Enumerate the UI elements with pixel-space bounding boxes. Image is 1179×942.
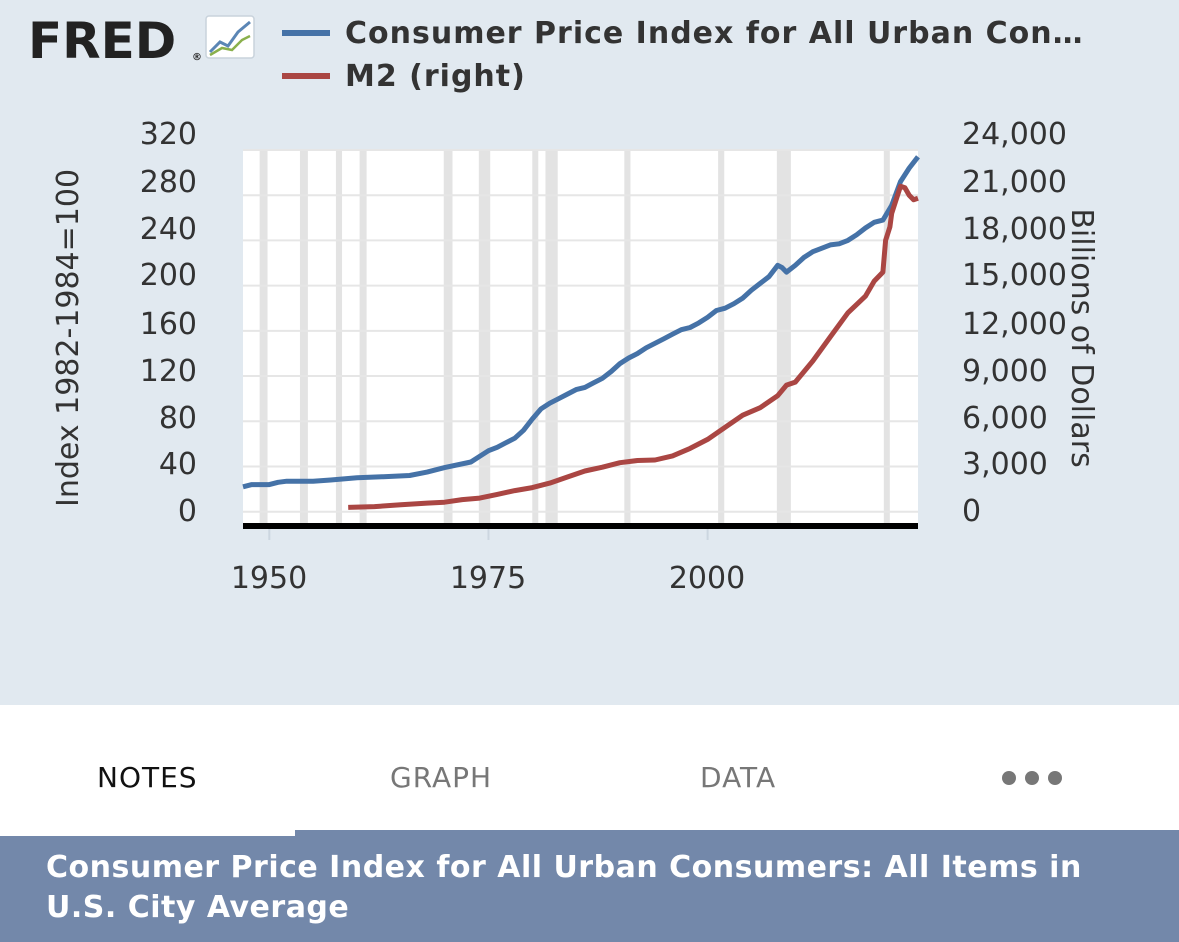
y-right-tick: 9,000 [962, 354, 1048, 389]
fred-logo[interactable]: FRED ® [28, 12, 255, 70]
recession-shading [259, 150, 890, 523]
recession-band [718, 150, 725, 523]
chart: FRED ® Consumer Price Index for All Urba… [28, 12, 1099, 596]
recession-band [624, 150, 631, 523]
gridlines [243, 149, 918, 513]
x-tick-label: 1975 [450, 561, 526, 596]
x-tick-label: 2000 [669, 561, 745, 596]
recession-band [443, 150, 453, 523]
recession-band [478, 150, 491, 523]
recession-band [359, 150, 367, 523]
recession-band [883, 150, 890, 523]
legend-label-cpi: Consumer Price Index for All Urban Con… [345, 16, 1084, 51]
y-axis-left-ticks: 0 40 80 120 160 200 240 280 320 [140, 117, 197, 529]
tab-graph[interactable]: GRAPH [390, 761, 493, 794]
y-right-tick: 18,000 [962, 212, 1067, 247]
x-axis-tick-labels: 1950 1975 2000 [231, 561, 745, 596]
y-axis-left-title: Index 1982-1984=100 [51, 169, 86, 507]
plot-background [243, 150, 918, 523]
y-left-tick: 160 [140, 307, 197, 342]
series-line-m2 [348, 183, 919, 510]
y-right-tick: 0 [962, 494, 981, 529]
x-tick-label: 1950 [231, 561, 307, 596]
logo-text: FRED [28, 12, 176, 70]
y-left-tick: 280 [140, 165, 197, 200]
recession-band [259, 150, 268, 523]
legend: Consumer Price Index for All Urban Con… … [282, 16, 1084, 94]
y-right-tick: 6,000 [962, 401, 1048, 436]
x-axis-ticks [268, 529, 709, 540]
series-title: Consumer Price Index for All Urban Consu… [46, 850, 1082, 925]
y-right-tick: 12,000 [962, 307, 1067, 342]
series-line-cpi [242, 155, 920, 490]
logo-registered: ® [192, 52, 202, 63]
legend-label-m2: M2 (right) [345, 59, 526, 94]
tab-bar: NOTES GRAPH DATA [0, 705, 1179, 835]
recession-band [299, 150, 308, 523]
y-axis-right-ticks: 0 3,000 6,000 9,000 12,000 15,000 18,000… [962, 117, 1067, 529]
series-title-banner: Consumer Price Index for All Urban Consu… [0, 830, 1179, 942]
y-left-tick: 40 [159, 447, 197, 482]
y-left-tick: 0 [178, 494, 197, 529]
recession-band [532, 150, 539, 523]
trend-chart-icon [205, 15, 255, 59]
recession-band [545, 150, 558, 523]
y-right-tick: 21,000 [962, 165, 1067, 200]
y-left-tick: 240 [140, 212, 197, 247]
y-left-tick: 120 [140, 354, 197, 389]
more-dots-icon[interactable] [1002, 771, 1062, 785]
tab-data[interactable]: DATA [700, 761, 777, 794]
y-right-tick: 3,000 [962, 447, 1048, 482]
y-axis-right-title: Billions of Dollars [1064, 208, 1099, 467]
y-left-tick: 80 [159, 401, 197, 436]
y-right-tick: 15,000 [962, 258, 1067, 293]
y-left-tick: 320 [140, 117, 197, 152]
y-left-tick: 200 [140, 258, 197, 293]
y-right-tick: 24,000 [962, 117, 1067, 152]
tab-notes[interactable]: NOTES [97, 761, 198, 794]
series [242, 155, 920, 510]
recession-band [335, 150, 343, 523]
chart-area: FRED ® Consumer Price Index for All Urba… [0, 0, 1179, 705]
active-tab-indicator [0, 830, 295, 836]
recession-band [776, 150, 791, 523]
